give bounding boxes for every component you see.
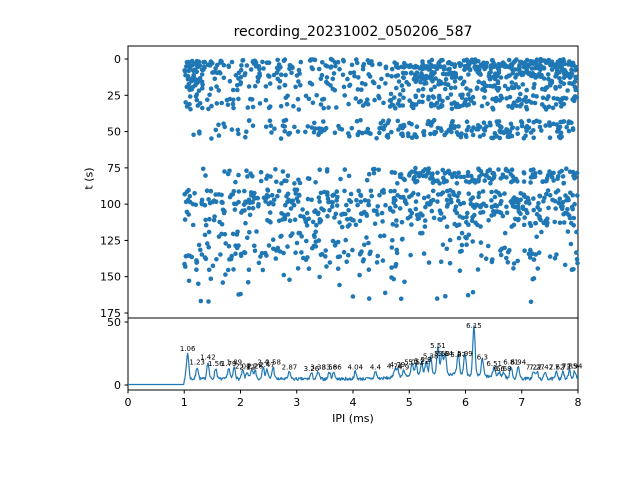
svg-text:175: 175 [100, 307, 121, 320]
svg-text:5.3: 5.3 [421, 356, 432, 364]
svg-text:7.21: 7.21 [526, 364, 542, 372]
svg-text:8: 8 [575, 396, 582, 409]
svg-text:5.38: 5.38 [423, 352, 439, 360]
svg-text:2.87: 2.87 [282, 364, 298, 372]
svg-text:3: 3 [293, 396, 300, 409]
svg-text:7.62: 7.62 [549, 364, 565, 372]
svg-text:1.23: 1.23 [189, 359, 205, 367]
svg-text:5.12: 5.12 [408, 359, 424, 367]
svg-text:6.3: 6.3 [477, 354, 488, 362]
svg-text:2.12: 2.12 [239, 364, 255, 372]
svg-text:25: 25 [107, 89, 121, 102]
svg-text:6.94: 6.94 [511, 359, 527, 367]
svg-text:150: 150 [100, 271, 121, 284]
svg-text:4.74: 4.74 [387, 362, 403, 370]
svg-text:100: 100 [100, 198, 121, 211]
svg-text:0: 0 [125, 396, 132, 409]
svg-text:5.51: 5.51 [430, 342, 446, 350]
svg-text:125: 125 [100, 234, 121, 247]
svg-text:2.04: 2.04 [235, 362, 251, 370]
svg-text:5.58: 5.58 [434, 350, 450, 358]
svg-text:0: 0 [114, 53, 121, 66]
svg-text:5.64: 5.64 [437, 350, 453, 358]
svg-text:4.4: 4.4 [370, 364, 382, 372]
svg-text:6.15: 6.15 [466, 322, 482, 330]
svg-text:7.42: 7.42 [538, 364, 554, 372]
svg-text:6.68: 6.68 [496, 365, 512, 373]
svg-text:1.89: 1.89 [227, 359, 243, 367]
svg-text:50: 50 [107, 126, 121, 139]
svg-text:1.42: 1.42 [200, 354, 216, 362]
svg-text:1.79: 1.79 [221, 360, 237, 368]
svg-text:4.04: 4.04 [347, 364, 363, 372]
svg-text:5.87: 5.87 [450, 351, 466, 359]
svg-text:5: 5 [406, 396, 413, 409]
svg-text:2: 2 [237, 396, 244, 409]
x-axis-label-bottom: IPI (ms) [332, 412, 374, 425]
svg-text:4.79: 4.79 [390, 361, 406, 369]
svg-text:50: 50 [107, 316, 121, 329]
svg-text:6.81: 6.81 [503, 359, 519, 367]
svg-text:3.58: 3.58 [322, 364, 338, 372]
svg-text:7.27: 7.27 [529, 364, 545, 372]
svg-text:4: 4 [350, 396, 357, 409]
svg-text:75: 75 [107, 162, 121, 175]
svg-text:5.22: 5.22 [414, 357, 430, 365]
svg-text:4.9: 4.9 [398, 364, 409, 372]
svg-text:7.94: 7.94 [567, 362, 583, 370]
chart-title: recording_20231002_050206_587 [233, 24, 473, 40]
svg-text:5.05: 5.05 [404, 359, 420, 367]
svg-text:5.99: 5.99 [457, 350, 473, 358]
svg-text:6: 6 [462, 396, 469, 409]
svg-text:2.47: 2.47 [259, 361, 275, 369]
svg-text:7.73: 7.73 [555, 364, 571, 372]
svg-text:2.26: 2.26 [247, 362, 263, 370]
svg-text:3.38: 3.38 [310, 364, 326, 372]
svg-text:7.85: 7.85 [562, 362, 578, 370]
svg-text:1.56: 1.56 [208, 360, 224, 368]
svg-text:2.2: 2.2 [246, 362, 257, 370]
svg-text:1: 1 [181, 396, 188, 409]
svg-text:2.4: 2.4 [257, 359, 269, 367]
svg-text:1.06: 1.06 [180, 345, 196, 353]
svg-text:7: 7 [518, 396, 525, 409]
svg-text:6.6: 6.6 [494, 365, 506, 373]
svg-text:2.58: 2.58 [265, 359, 281, 367]
svg-text:6.51: 6.51 [486, 360, 502, 368]
svg-text:3.26: 3.26 [304, 365, 320, 373]
svg-text:0: 0 [114, 379, 121, 392]
svg-text:3.66: 3.66 [326, 364, 342, 372]
